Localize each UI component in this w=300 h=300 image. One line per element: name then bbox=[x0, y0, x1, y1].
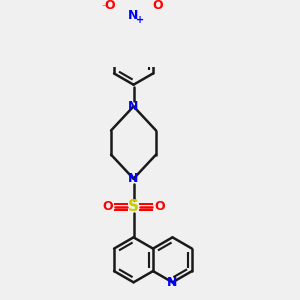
Text: N: N bbox=[167, 276, 178, 289]
Text: N: N bbox=[128, 172, 139, 185]
Text: O: O bbox=[152, 0, 163, 13]
Text: N: N bbox=[128, 100, 139, 113]
Text: +: + bbox=[136, 15, 144, 26]
Text: S: S bbox=[128, 199, 139, 214]
Text: O: O bbox=[103, 200, 113, 213]
Text: N: N bbox=[128, 9, 139, 22]
Text: O: O bbox=[104, 0, 115, 13]
Text: ⁻: ⁻ bbox=[101, 3, 107, 14]
Text: O: O bbox=[154, 200, 165, 213]
